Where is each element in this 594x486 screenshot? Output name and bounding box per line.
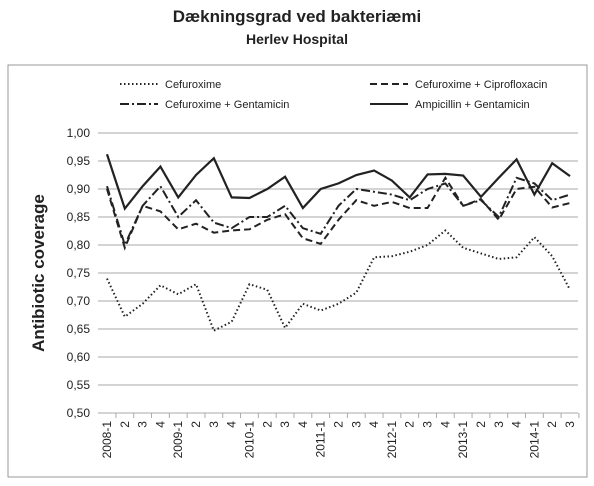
y-tick-label: 0,90 (67, 182, 91, 196)
y-tick-label: 0,65 (67, 322, 91, 336)
legend-label: Cefuroxime + Gentamicin (165, 99, 289, 111)
legend-label: Cefuroxime (165, 79, 221, 91)
x-tick-label: 2014-1 (527, 421, 541, 459)
x-tick-label: 2009-1 (171, 421, 185, 459)
y-tick-label: 0,75 (67, 266, 91, 280)
x-tick-label: 4 (296, 421, 310, 428)
series-line (106, 176, 571, 248)
series-line (106, 229, 571, 333)
x-tick-label: 4 (367, 421, 381, 428)
x-tick-label: 2013-1 (456, 421, 470, 459)
y-tick-label: 0,95 (67, 154, 91, 168)
x-tick-label: 3 (136, 421, 150, 428)
x-tick-label: 4 (438, 421, 452, 428)
x-tick-label: 4 (153, 421, 167, 428)
y-axis-label: Antibiotic coverage (29, 194, 48, 352)
legend-label: Cefuroxime + Ciprofloxacin (415, 79, 547, 91)
series-line (105, 153, 571, 211)
y-tick-label: 0,70 (67, 294, 91, 308)
chart-title: Dækningsgrad ved bakteriæmi (173, 7, 421, 26)
x-tick-label: 2 (189, 421, 203, 428)
y-tick-label: 0,85 (67, 210, 91, 224)
x-tick-label: 2 (260, 421, 274, 428)
y-tick-label: 1,00 (67, 126, 91, 140)
y-tick-label: 0,80 (67, 238, 91, 252)
x-tick-label: 2 (545, 421, 559, 428)
x-tick-label: 2 (474, 421, 488, 428)
x-tick-label: 3 (278, 421, 292, 428)
plot-frame (7, 64, 588, 478)
x-tick-label: 3 (563, 421, 577, 428)
x-tick-label: 4 (510, 421, 524, 428)
y-tick-label: 0,50 (67, 406, 91, 420)
y-tick-label: 0,60 (67, 350, 91, 364)
x-tick-label: 3 (421, 421, 435, 428)
x-tick-label: 2 (118, 421, 132, 428)
x-tick-label: 4 (225, 421, 239, 428)
x-tick-label: 2008-1 (100, 421, 114, 459)
series-line (106, 175, 571, 251)
x-tick-label: 3 (492, 421, 506, 428)
x-tick-label: 2010-1 (242, 421, 256, 459)
x-tick-label: 3 (207, 421, 221, 428)
x-tick-label: 2 (332, 421, 346, 428)
x-tick-label: 3 (349, 421, 363, 428)
x-tick-label: 2012-1 (385, 421, 399, 459)
chart-subtitle: Herlev Hospital (246, 31, 348, 47)
y-tick-label: 0,55 (67, 378, 91, 392)
x-tick-label: 2011-1 (314, 421, 328, 458)
legend-label: Ampicillin + Gentamicin (415, 99, 530, 111)
x-tick-label: 2 (403, 421, 417, 428)
